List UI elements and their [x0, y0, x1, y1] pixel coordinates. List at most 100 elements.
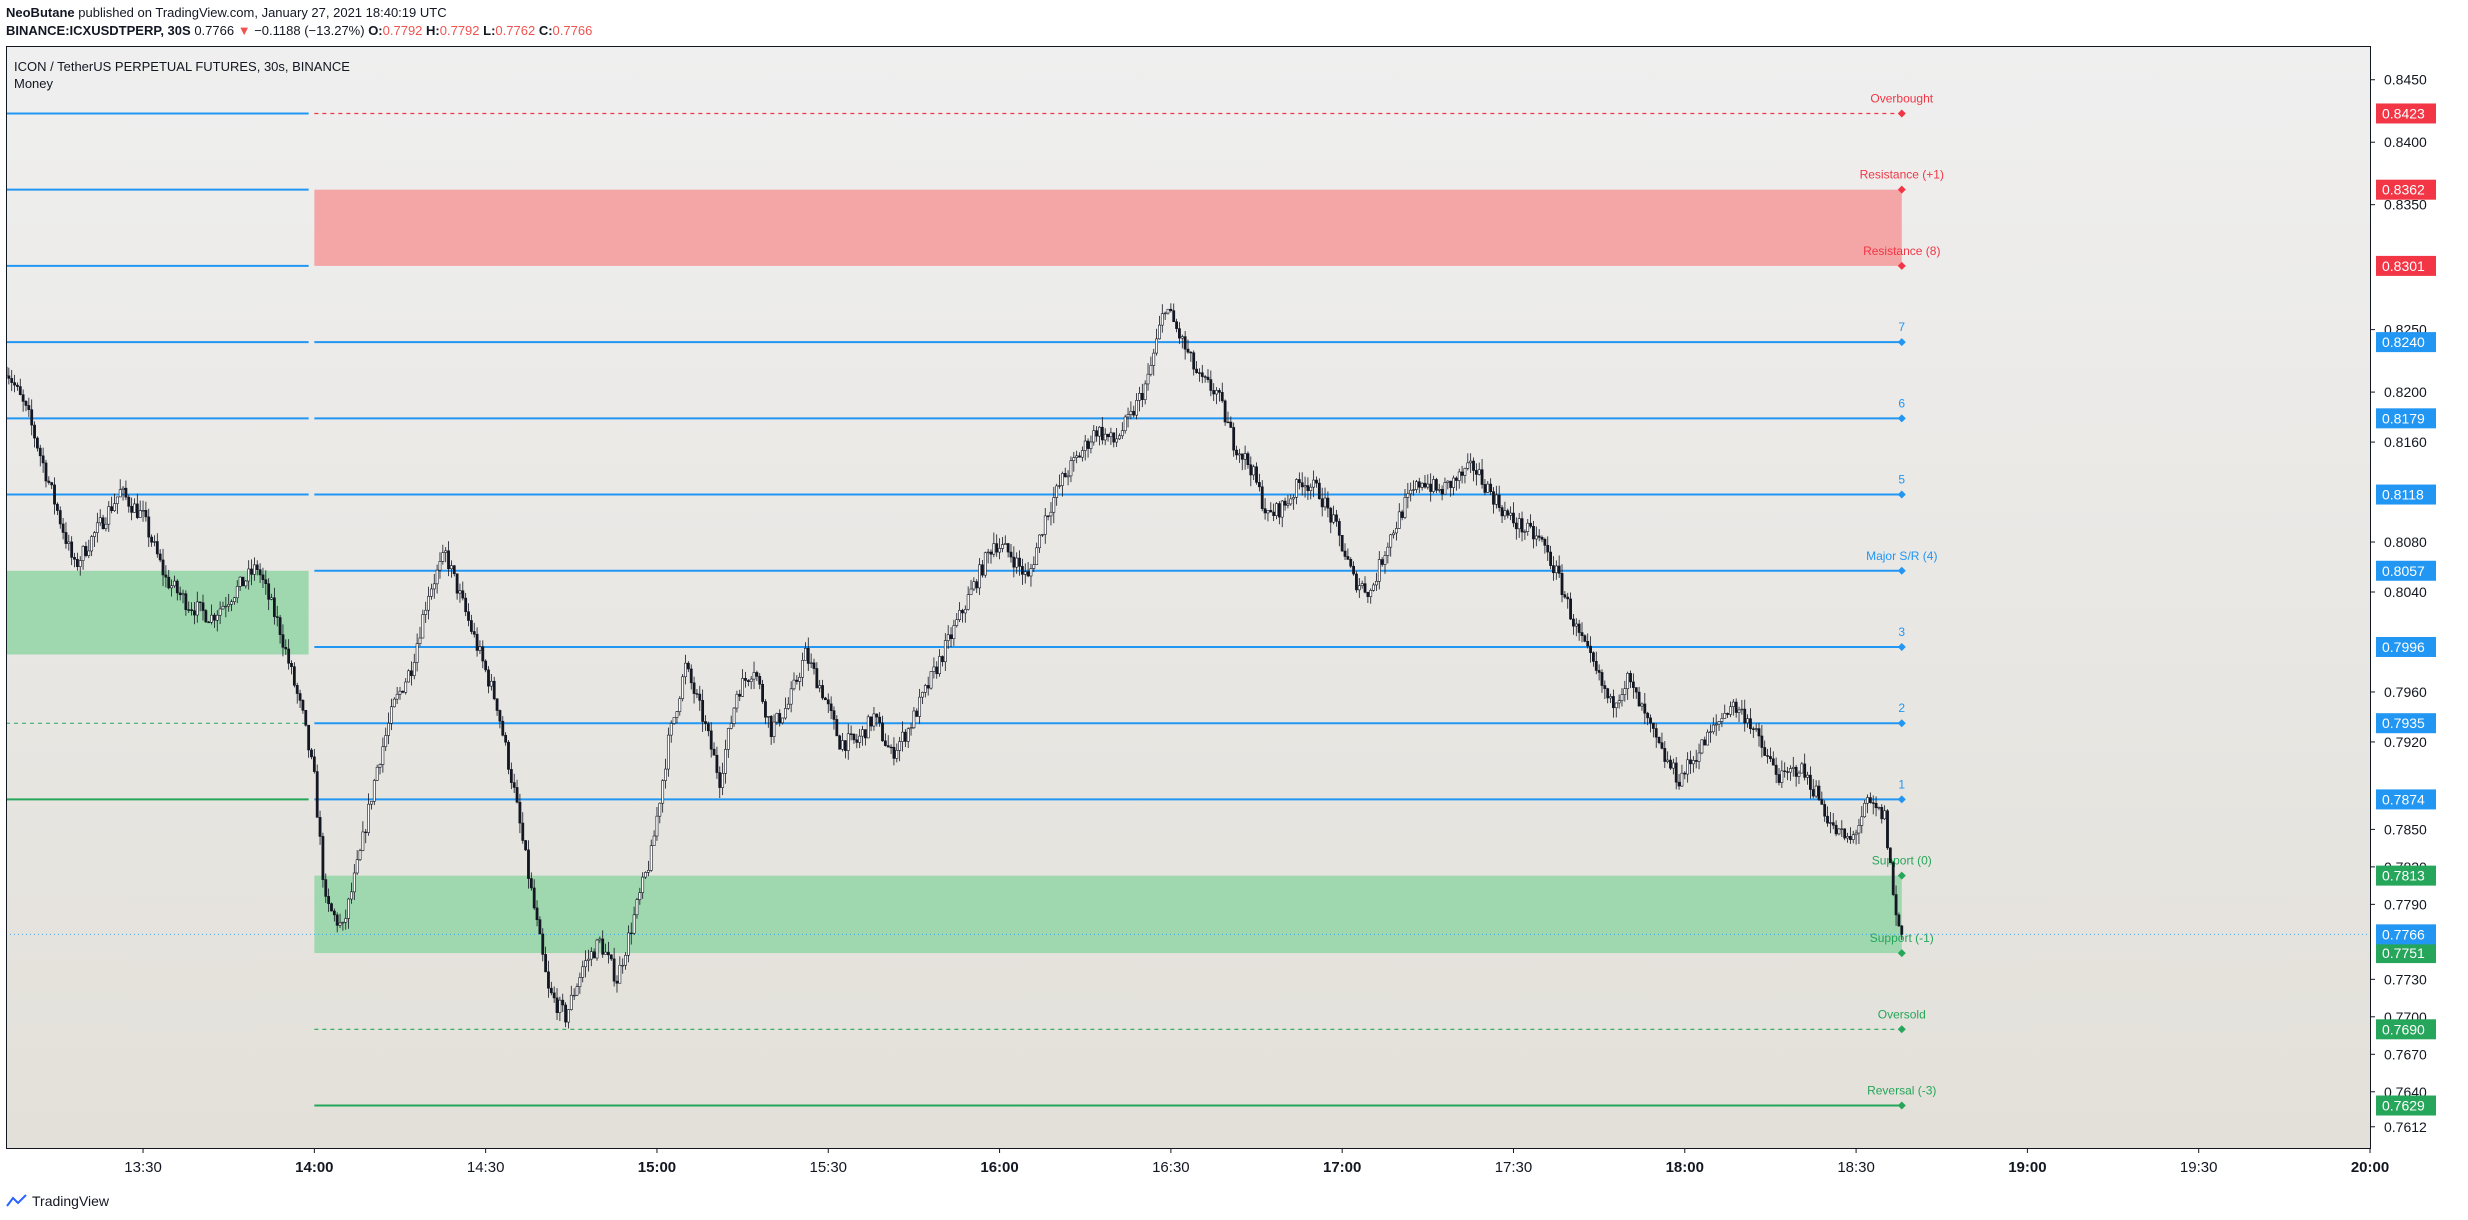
candle [1740, 699, 1744, 715]
level-endpoint-marker [1897, 1101, 1906, 1110]
candle [361, 821, 365, 852]
candle-body [784, 708, 787, 719]
candle-body [241, 576, 245, 587]
candle-body [1326, 497, 1330, 509]
candle-body [795, 679, 799, 682]
candle-body [761, 683, 764, 702]
candle-body [135, 503, 139, 518]
candle [1583, 634, 1587, 643]
candle [1372, 582, 1375, 592]
candle [689, 664, 693, 690]
candle-body [504, 734, 508, 743]
candle-body [1277, 503, 1281, 518]
candle [752, 661, 756, 690]
candle [1886, 809, 1889, 850]
candle [729, 715, 733, 730]
candle-body [878, 716, 882, 724]
candle-body [458, 590, 462, 594]
candle [538, 916, 542, 935]
candle [1175, 318, 1178, 333]
candle [564, 1002, 567, 1028]
candle [472, 622, 476, 638]
candle-body [1497, 494, 1501, 508]
candle-body [738, 693, 742, 697]
candle-body [1232, 427, 1236, 451]
candle-body [718, 772, 722, 788]
candle [1503, 501, 1507, 520]
candle-body [1195, 368, 1198, 373]
candle [498, 709, 502, 729]
candle-body [287, 648, 291, 664]
candle-body [1809, 774, 1812, 790]
candle [1420, 482, 1424, 491]
candle [1557, 555, 1561, 578]
candle-body [789, 688, 793, 705]
candle-body [1660, 742, 1664, 749]
candle [1240, 453, 1244, 471]
candle [575, 983, 579, 997]
candle [244, 579, 248, 589]
candle [1466, 453, 1470, 471]
candle [1897, 912, 1901, 927]
candle [858, 728, 862, 749]
candle [16, 382, 19, 391]
candle [1720, 712, 1724, 728]
candle [1497, 485, 1501, 512]
candle [704, 715, 707, 731]
candle [1677, 774, 1681, 790]
author-name[interactable]: NeoButane [6, 5, 75, 20]
candle-body [1463, 468, 1467, 476]
candle-body [321, 836, 325, 880]
candle-body [698, 693, 702, 701]
candle [695, 689, 699, 699]
candle [364, 829, 368, 844]
candle [963, 605, 967, 623]
candle-body [101, 517, 105, 530]
candle-body [841, 740, 844, 750]
candle-body [1694, 760, 1698, 762]
candle-body [589, 951, 593, 960]
candle [150, 534, 154, 547]
candle [841, 732, 844, 752]
candle [415, 633, 419, 672]
candle-body [41, 455, 45, 464]
chart-frame[interactable]: Overbought Resistance (+1) Resistance (8) 7… [6, 46, 2464, 1198]
candle-body [244, 580, 248, 587]
candle-body [1009, 551, 1013, 558]
candle-body [489, 680, 493, 687]
candle-body [1452, 477, 1455, 488]
candle [1612, 689, 1615, 718]
footer-brand[interactable]: TradingView [6, 1193, 109, 1209]
legend-indicator[interactable]: Money [14, 76, 54, 91]
candle-body [1006, 543, 1010, 553]
legend-title: ICON / TetherUS PERPETUAL FUTURES, 30s, … [14, 59, 350, 74]
candle [1332, 505, 1336, 525]
chart-canvas[interactable]: Overbought Resistance (+1) Resistance (8) 7… [6, 46, 2464, 1198]
candle-body [1357, 585, 1361, 591]
candle [709, 722, 713, 758]
candle-body [164, 574, 168, 578]
candle-body [272, 597, 276, 617]
candle-body [190, 609, 193, 611]
candle [684, 654, 687, 685]
candle [1828, 812, 1832, 834]
candle [355, 850, 359, 876]
candle-body [609, 954, 613, 960]
candle-body [238, 576, 242, 587]
candle [601, 930, 605, 958]
candle [569, 985, 573, 1011]
x-tick-label: 18:00 [1666, 1159, 1704, 1176]
candle-body [1703, 739, 1707, 746]
candle-body [1657, 736, 1661, 743]
candle [1848, 827, 1852, 844]
candle-body [1871, 802, 1875, 804]
candle-body [407, 670, 410, 683]
candle [1783, 762, 1787, 778]
candle-body [1817, 785, 1821, 800]
candle-body [564, 1004, 567, 1023]
candle-body [1797, 772, 1801, 777]
candle-body [1580, 632, 1584, 636]
candle [38, 444, 42, 467]
candle [61, 517, 65, 540]
candle [681, 674, 685, 702]
